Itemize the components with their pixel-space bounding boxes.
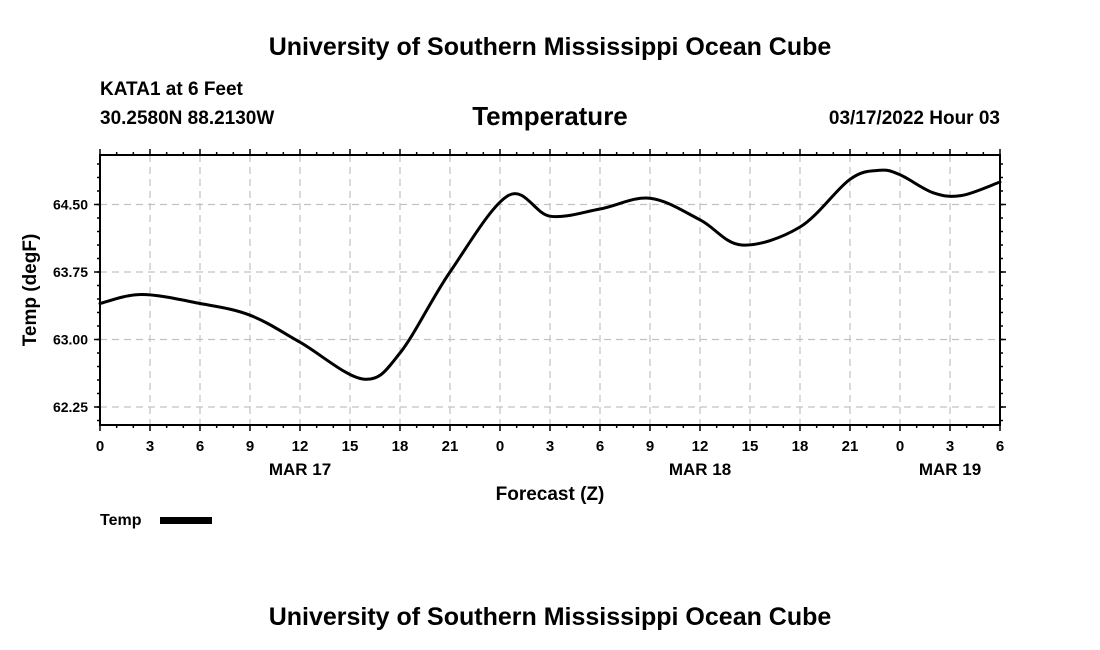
x-tick-label: 18 [392,438,409,455]
legend-swatch [160,517,212,524]
x-date-label: MAR 19 [919,460,981,479]
chart-title: Temperature [472,101,628,131]
x-tick-label: 3 [146,438,154,455]
y-tick-label: 64.50 [53,197,88,213]
x-date-label: MAR 18 [669,460,731,479]
x-axis-label: Forecast (Z) [496,484,605,505]
x-tick-label: 3 [546,438,554,455]
station-label: KATA1 at 6 Feet [100,79,244,100]
x-tick-label: 0 [896,438,904,455]
x-tick-label: 6 [596,438,604,455]
x-tick-label: 6 [996,438,1004,455]
grid-layer [100,155,1000,425]
issued-label: 03/17/2022 Hour 03 [829,108,1000,129]
x-tick-label: 0 [496,438,504,455]
x-tick-label: 0 [96,438,104,455]
y-tick-label: 63.75 [53,264,88,280]
temp-series-line [98,168,1002,381]
location-label: 30.2580N 88.2130W [100,108,274,129]
x-tick-label: 21 [442,438,459,455]
x-date-label: MAR 17 [269,460,331,479]
x-tick-label: 3 [946,438,954,455]
top-title: University of Southern Mississippi Ocean… [269,33,832,61]
x-tick-label: 21 [842,438,859,455]
bottom-title: University of Southern Mississippi Ocean… [269,603,832,631]
x-tick-label: 12 [692,438,709,455]
series-layer [98,168,1002,381]
x-tick-label: 6 [196,438,204,455]
x-tick-label: 15 [342,438,359,455]
y-axis-label: Temp (degF) [20,234,41,347]
legend-label: Temp [100,512,142,529]
y-tick-label: 63.00 [53,332,88,348]
x-tick-label: 9 [646,438,654,455]
x-tick-label: 15 [742,438,759,455]
y-tick-label: 62.25 [53,399,88,415]
label-layer: 0 3 6 9 12 15 18 21 0 3 6 9 12 15 18 21 0 3 6 62.25 63.00 63.… [53,197,1004,480]
x-tick-label: 9 [246,438,254,455]
x-tick-label: 12 [292,438,309,455]
x-tick-label: 18 [792,438,809,455]
tick-layer [94,149,1006,431]
